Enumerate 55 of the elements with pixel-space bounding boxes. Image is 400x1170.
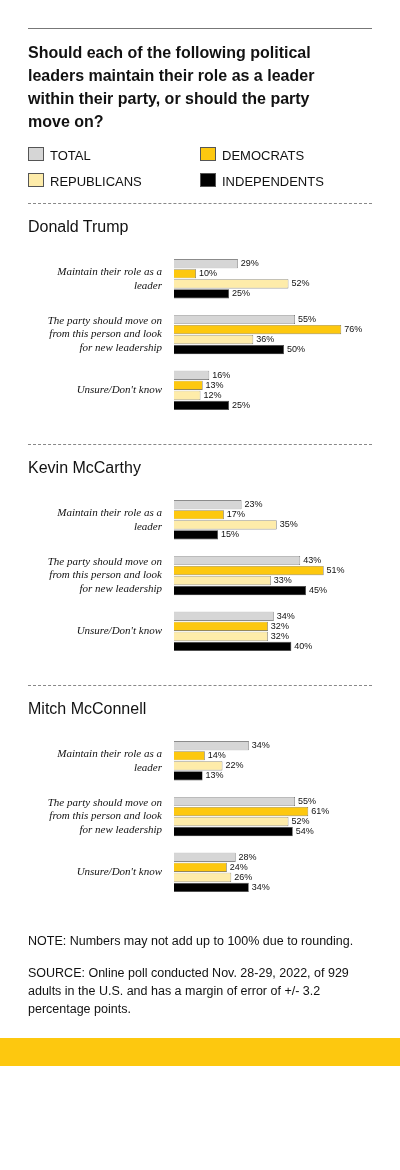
data-label: 61% <box>311 806 330 817</box>
data-label: 52% <box>291 816 310 827</box>
data-label: 23% <box>244 499 263 510</box>
data-label: 33% <box>273 575 292 586</box>
data-label: 36% <box>256 334 275 345</box>
chart-title: Kevin McCarthy <box>28 459 142 477</box>
legend-label: REPUBLICANS <box>50 174 142 189</box>
data-label: 13% <box>205 379 224 390</box>
data-label: 76% <box>344 324 363 335</box>
data-label: 29% <box>240 258 259 269</box>
data-label: 52% <box>291 278 310 289</box>
y-tick-label: Maintain their role as a leader <box>56 746 163 773</box>
y-tick-label: The party should move on from this person and look for new leadership <box>47 313 164 354</box>
data-label: 34% <box>276 610 295 621</box>
y-tick-label: The party should move on from this person and look for new leadership <box>47 795 164 836</box>
text: NOTE: Numbers may not add up to 100% due to rounding. <box>28 933 355 950</box>
data-label: 51% <box>326 565 345 576</box>
chart-title: Mitch McConnell <box>28 700 148 718</box>
y-tick-label: Unsure/Don't know <box>76 383 163 396</box>
data-label: 12% <box>203 389 222 400</box>
data-label: 32% <box>270 630 289 641</box>
data-label: 22% <box>225 760 244 771</box>
data-label: 32% <box>270 620 289 631</box>
y-tick-label: Unsure/Don't know <box>76 624 163 637</box>
y-tick-label: The party should move on from this person and look for new leadership <box>47 554 164 595</box>
chart-title: Should each of the following political leaders maintain their role as a leader within their party, or should the party move on? <box>28 43 316 132</box>
data-label: 25% <box>232 288 251 299</box>
data-label: 16% <box>212 369 231 380</box>
y-tick-label: Maintain their role as a leader <box>56 505 163 532</box>
data-label: 34% <box>251 881 270 892</box>
legend-label: TOTAL <box>50 148 91 163</box>
data-label: 14% <box>207 750 226 761</box>
data-label: 55% <box>298 313 317 324</box>
data-label: 15% <box>221 529 240 540</box>
data-label: 24% <box>229 861 248 872</box>
data-label: 35% <box>279 519 298 530</box>
legend-label: DEMOCRATS <box>222 148 305 163</box>
y-tick-label: Unsure/Don't know <box>76 865 163 878</box>
data-label: 25% <box>232 399 251 410</box>
data-label: 13% <box>205 770 224 781</box>
data-label: 43% <box>303 554 322 565</box>
data-label: 54% <box>295 826 314 837</box>
chart-subtitle: Donald Trump <box>28 218 130 236</box>
data-label: 50% <box>287 344 306 355</box>
data-label: 17% <box>226 509 245 520</box>
data-label: 55% <box>298 795 317 806</box>
data-label: 26% <box>234 871 253 882</box>
data-label: 28% <box>238 851 257 862</box>
data-label: 40% <box>294 640 313 651</box>
legend-label: INDEPENDENTS <box>222 174 324 189</box>
source-note: SOURCE: Online poll conducted Nov. 28-29, 2022, of 929 adults in the U.S. and has a margin of error of +/- 3.2 percentage points. <box>28 965 350 1018</box>
y-tick-label: Maintain their role as a leader <box>56 264 163 291</box>
data-label: 34% <box>251 740 270 751</box>
data-label: 45% <box>309 585 328 596</box>
data-label: 10% <box>199 268 218 279</box>
